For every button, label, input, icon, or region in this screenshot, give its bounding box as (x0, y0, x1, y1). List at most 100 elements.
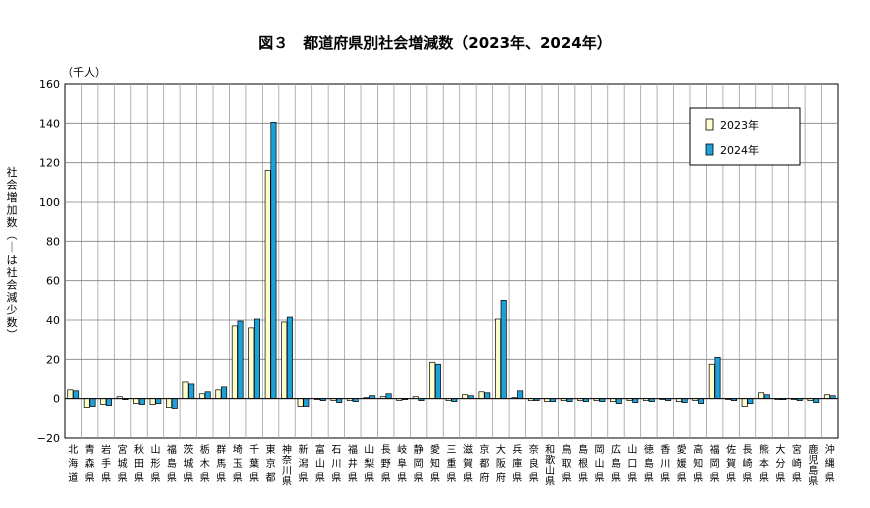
bar-2023 (215, 389, 222, 400)
bar-2024 (763, 394, 770, 400)
vertical-gridlines (81, 84, 822, 438)
bar-2023 (429, 361, 436, 400)
category-label: 青森県 (85, 443, 95, 484)
bar-2024 (237, 320, 244, 400)
legend-label-2024: 2024年 (720, 143, 759, 157)
bar-2023 (462, 394, 469, 400)
bar-2024 (303, 398, 310, 407)
y-tick-label: 60 (46, 275, 60, 288)
category-label: 静岡県 (414, 443, 424, 484)
category-label: 福井県 (348, 443, 358, 484)
bar-2023 (494, 318, 501, 400)
category-label: 鹿児島県 (808, 443, 818, 488)
bar-2023 (198, 393, 205, 400)
y-axis-title: 社会増加数︵｜は社会減少数︶ (7, 165, 18, 342)
bar-2023 (823, 394, 830, 400)
bar-2024 (615, 398, 622, 404)
bar-2024 (681, 398, 688, 403)
category-label: 長野県 (381, 444, 391, 484)
bar-2024 (434, 363, 441, 400)
y-tick-label: 140 (39, 117, 60, 130)
category-label: 北海道 (68, 444, 78, 484)
category-label: 三重県 (447, 445, 457, 484)
bar-2024 (698, 398, 705, 404)
category-labels: 北海道青森県岩手県宮城県秋田県山形県福島県茨城県栃木県群馬県埼玉県千葉県東京都神… (68, 443, 835, 488)
bar-2023 (83, 398, 90, 408)
bar-2023 (133, 398, 140, 404)
category-label: 山形県 (150, 444, 160, 484)
bar-2024 (813, 398, 820, 403)
bar-2023 (478, 391, 485, 400)
y-tick-labels: 160 140 120 100 80 60 40 20 0 −20 (37, 78, 60, 445)
y-axis-label: 社会増加数︵｜は社会減少数︶ (7, 165, 18, 342)
category-label: 長崎県 (743, 444, 753, 484)
bar-2023 (758, 392, 765, 400)
bar-2024 (204, 391, 211, 400)
category-label: 岩手県 (101, 443, 111, 484)
category-label: 沖縄県 (825, 443, 835, 484)
bar-2024 (517, 390, 524, 400)
bar-2023 (166, 398, 173, 408)
bar-2023 (264, 170, 271, 400)
category-label: 栃木県 (200, 443, 210, 484)
category-label: 兵庫県 (512, 443, 522, 484)
category-label: 新潟県 (298, 443, 308, 484)
category-label: 広島県 (611, 443, 621, 484)
y-tick-label: 0 (53, 393, 60, 406)
bar-2023 (100, 398, 107, 405)
category-label: 千葉県 (249, 444, 259, 484)
category-label: 東京都 (266, 443, 276, 484)
bar-2023 (231, 325, 238, 400)
bar-2024 (89, 398, 96, 407)
bar-2023 (741, 398, 748, 407)
bar-2023 (281, 321, 288, 400)
category-label: 福岡県 (710, 443, 720, 484)
bar-2024 (500, 299, 507, 400)
bar-2023 (67, 389, 74, 400)
category-label: 岐阜県 (397, 443, 407, 484)
bar-2023 (708, 363, 715, 400)
bar-2024 (221, 386, 228, 400)
bar-2024 (714, 357, 721, 400)
bar-2023 (248, 327, 255, 400)
category-label: 茨城県 (183, 443, 193, 484)
category-label: 愛知県 (430, 443, 440, 484)
y-tick-label: −20 (37, 432, 60, 445)
category-label: 鳥取県 (562, 443, 572, 484)
chart-title: 図３ 都道府県別社会増減数（2023年、2024年） (258, 34, 612, 52)
legend-swatch-2024 (705, 143, 714, 156)
bar-2024 (105, 398, 112, 406)
category-label: 香川県 (660, 444, 670, 484)
category-label: 富山県 (315, 443, 325, 484)
category-label: 神奈川県 (282, 443, 292, 488)
category-label: 大分県 (775, 443, 785, 484)
category-label: 島根県 (578, 443, 588, 484)
category-label: 宮崎県 (792, 443, 802, 484)
bar-2023 (149, 398, 156, 405)
y-tick-label: 20 (46, 353, 60, 366)
category-label: 和歌山県 (545, 444, 555, 488)
category-label: 埼玉県 (233, 443, 243, 484)
category-label: 徳島県 (644, 443, 654, 484)
category-label: 愛媛県 (677, 443, 687, 484)
bar-2024 (484, 392, 491, 400)
y-unit-label: （千人） (62, 66, 106, 79)
category-label: 岡山県 (595, 444, 605, 484)
category-label: 京都府 (479, 443, 489, 484)
category-label: 滋賀県 (463, 443, 473, 484)
category-label: 宮城県 (118, 443, 128, 484)
category-label: 奈良県 (529, 443, 539, 484)
bar-2024 (632, 398, 639, 403)
category-label: 大阪府 (496, 443, 506, 484)
bar-2024 (286, 316, 293, 400)
category-label: 群馬県 (216, 443, 226, 484)
category-label: 福島県 (167, 443, 177, 484)
category-label: 佐賀県 (726, 444, 736, 484)
y-tick-label: 160 (39, 78, 60, 91)
y-tick-label: 80 (46, 235, 60, 248)
bar-2024 (138, 398, 145, 405)
bar-2024 (253, 318, 260, 400)
bar-2024 (73, 390, 80, 400)
bar-2024 (747, 398, 754, 404)
